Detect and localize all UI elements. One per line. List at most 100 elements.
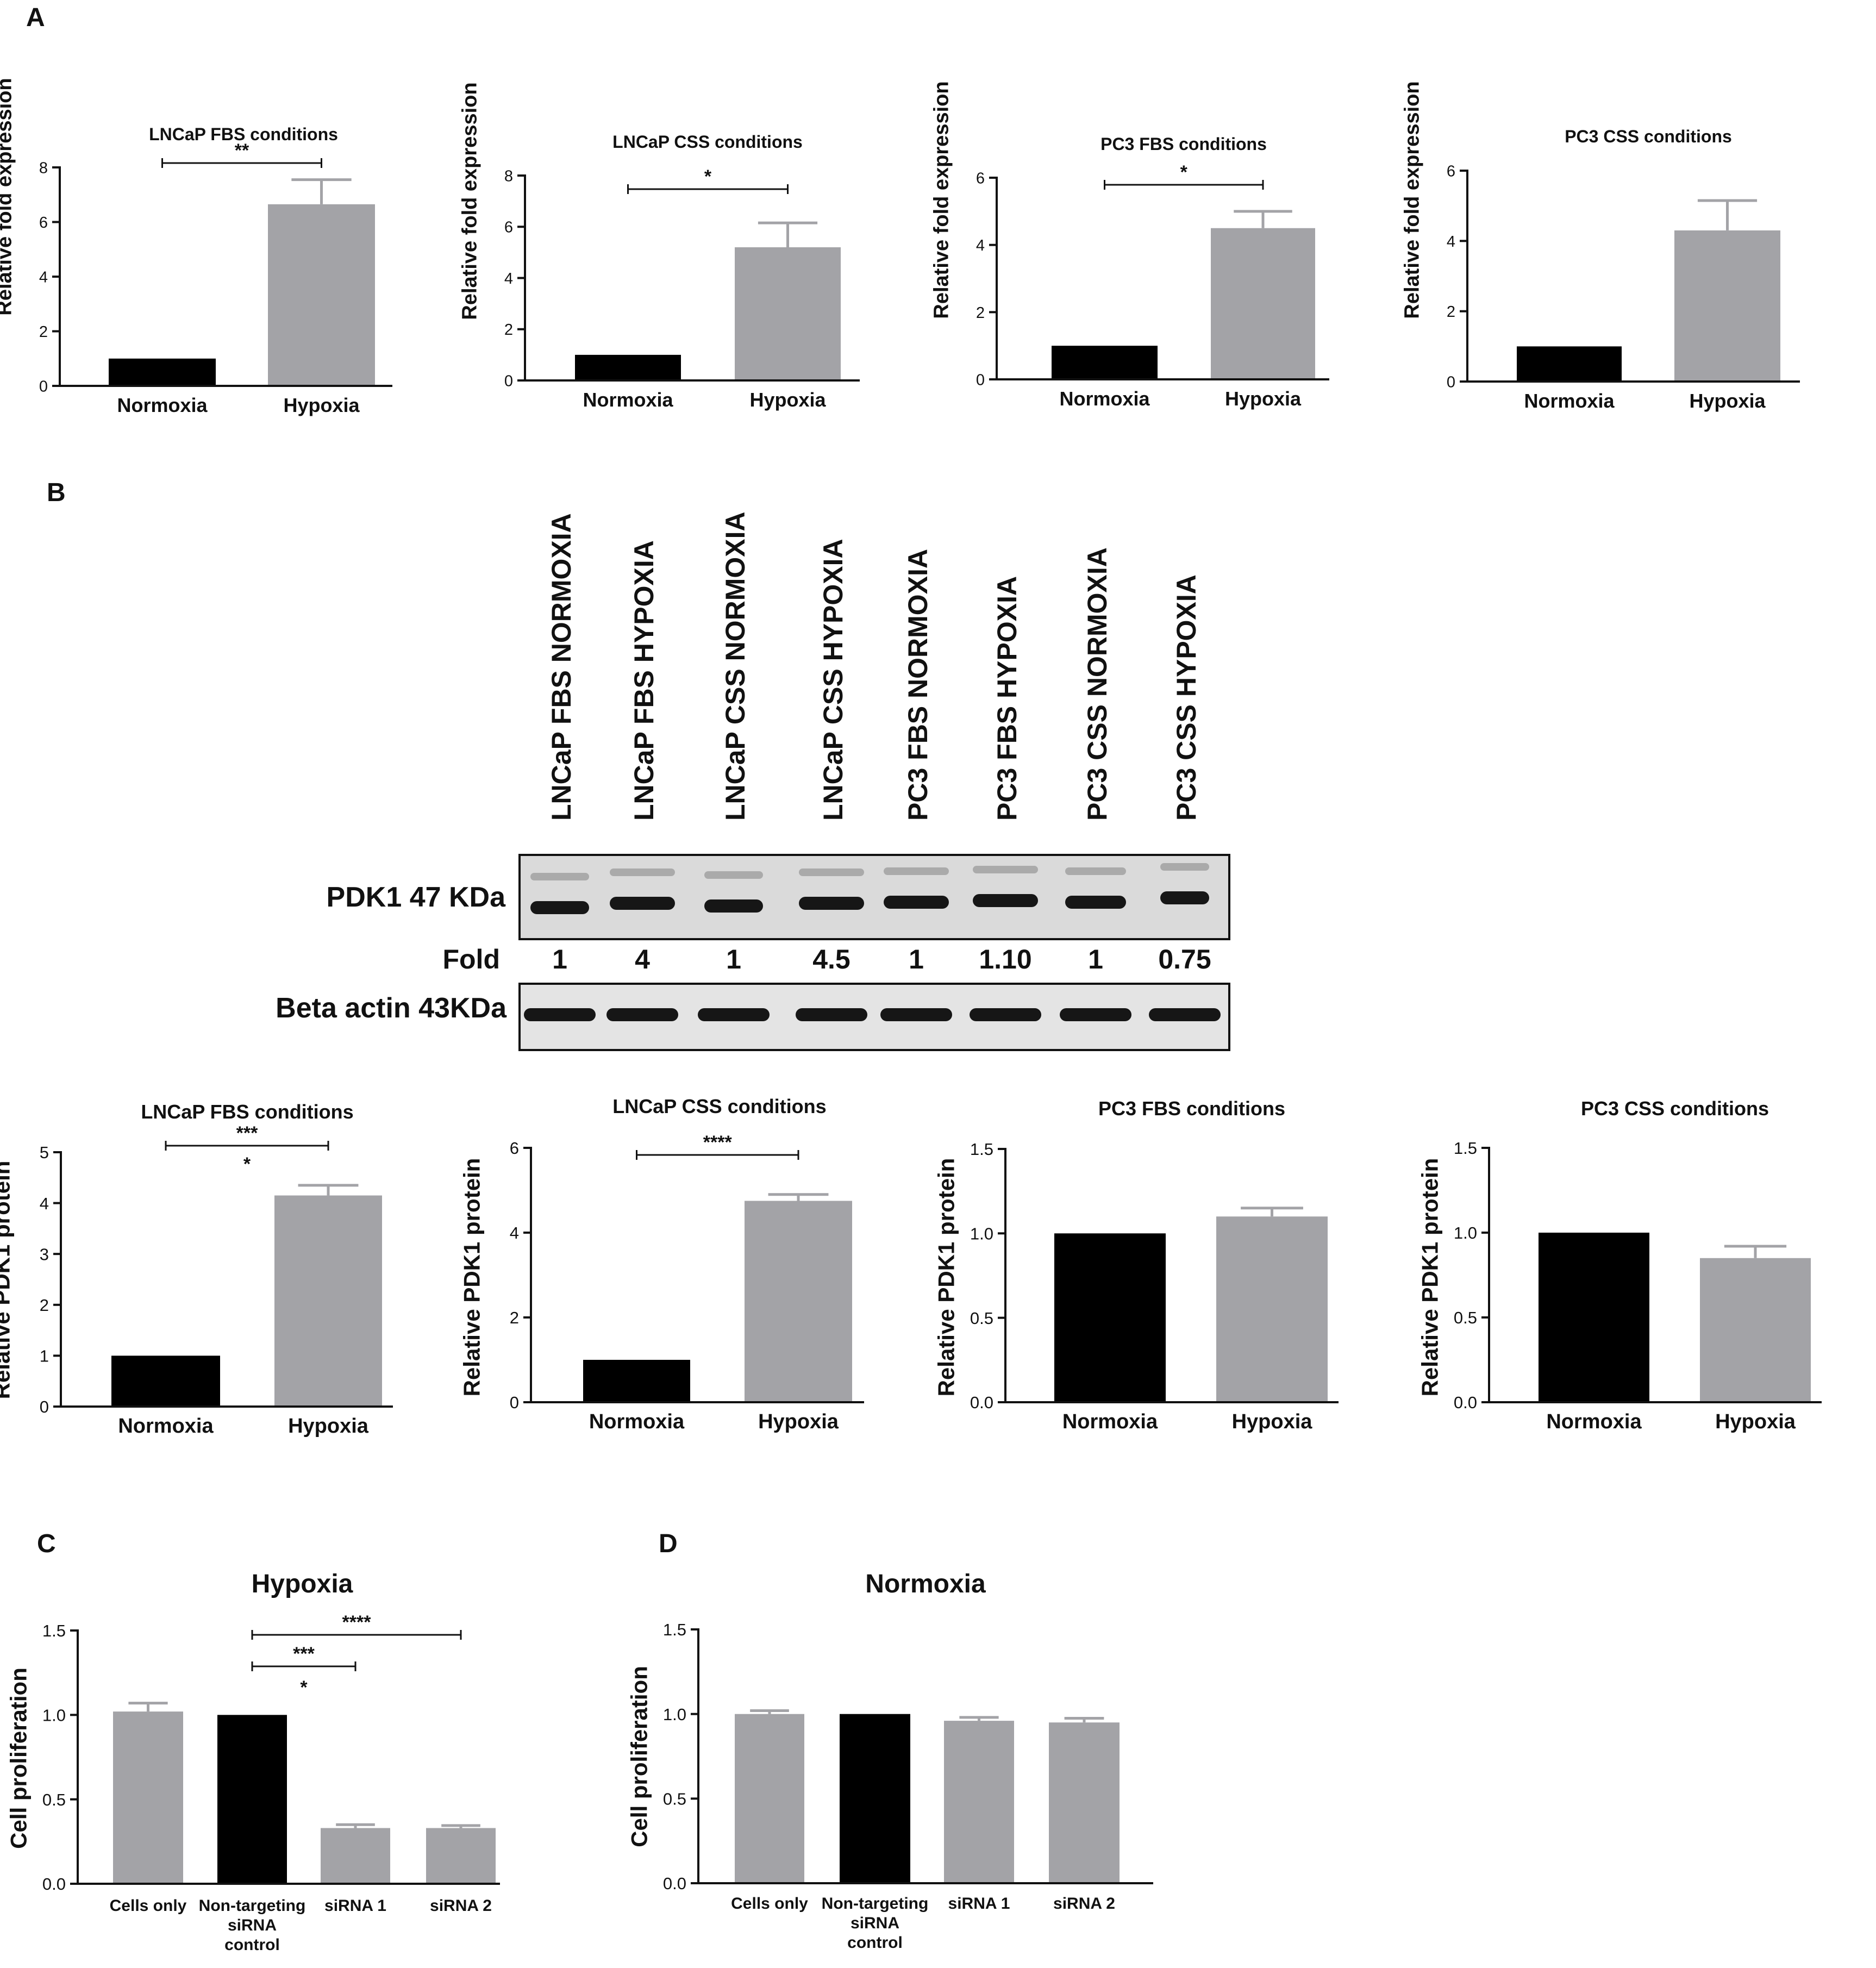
y-tick-label-1: 2 <box>39 323 48 341</box>
beta-actin-bands <box>524 1008 1221 1021</box>
y-tick-label-3: 1.5 <box>1454 1139 1477 1158</box>
beta-actin-band-2 <box>606 1008 678 1021</box>
category-label-2-line-1: Non-targeting <box>822 1895 929 1913</box>
y-tick-label-2: 4 <box>510 1223 519 1242</box>
blot-target-label: PDK1 47 KDa <box>327 882 506 913</box>
beta-actin-band-7 <box>1060 1008 1131 1021</box>
bar-1 <box>735 1714 804 1883</box>
fold-value-5: 1 <box>909 944 924 974</box>
panel-letter-a: A <box>26 3 45 32</box>
bar-2 <box>735 247 841 380</box>
bar-4 <box>426 1828 496 1884</box>
category-label-2-line-2: siRNA <box>851 1914 899 1932</box>
significance-label-2: *** <box>293 1644 315 1664</box>
bar-2 <box>274 1195 382 1407</box>
y-tick-label-1: 1 <box>40 1347 49 1366</box>
bar-1 <box>1517 346 1622 382</box>
fold-value-1: 1 <box>552 944 567 974</box>
category-label-2-line-3: control <box>847 1934 903 1952</box>
bar-1 <box>109 358 216 386</box>
chart-title: PC3 CSS conditions <box>1581 1097 1769 1120</box>
significance-label-1: * <box>704 166 712 187</box>
blot-lane-labels: LNCaP FBS NORMOXIA LNCaP FBS HYPOXIA LNCaP… <box>546 511 1202 821</box>
y-tick-label-2: 2 <box>40 1296 49 1315</box>
y-tick-label-1: 0.5 <box>1454 1308 1477 1327</box>
chart-title: PC3 FBS conditions <box>1098 1097 1285 1120</box>
y-tick-label-0: 0 <box>1447 373 1455 391</box>
chart-a2: LNCaP CSS conditions Relative fold expres… <box>459 82 860 411</box>
fold-value-8: 0.75 <box>1158 944 1211 974</box>
chart-title: PC3 FBS conditions <box>1100 134 1267 154</box>
y-tick-label-2: 4 <box>504 270 513 288</box>
category-label-4: siRNA 2 <box>1053 1895 1115 1913</box>
y-tick-label-0: 0 <box>976 371 985 389</box>
y-tick-label-2: 1.0 <box>42 1705 66 1725</box>
y-tick-label-2: 4 <box>976 237 985 254</box>
lane-label-5: PC3 FBS NORMOXIA <box>903 549 933 821</box>
y-tick-label-3: 6 <box>976 170 985 187</box>
panel-letter-d: D <box>659 1529 678 1558</box>
category-label-2: Hypoxia <box>1715 1410 1796 1433</box>
fold-value-7: 1 <box>1088 944 1103 974</box>
pdk1-upper-band-8 <box>1160 863 1209 871</box>
y-tick-label-0: 0.0 <box>42 1875 66 1894</box>
y-axis-label: Relative fold expression <box>1401 81 1424 318</box>
chart-title: LNCaP FBS conditions <box>149 124 338 144</box>
blot-loading-label: Beta actin 43KDa <box>276 992 507 1024</box>
y-axis-label: Relative PDK1 protein <box>1417 1158 1442 1397</box>
bar-1 <box>111 1355 220 1407</box>
y-tick-label-0: 0 <box>40 1397 49 1416</box>
category-label-1: Normoxia <box>1524 390 1615 412</box>
y-tick-label-1: 0.5 <box>663 1789 686 1808</box>
lane-label-1: LNCaP FBS NORMOXIA <box>546 513 577 821</box>
chart-a1: LNCaP FBS conditions Relative fold expres… <box>0 78 392 416</box>
category-label-2: Hypoxia <box>1689 390 1766 412</box>
bar-2 <box>1700 1258 1811 1402</box>
chart-b2: LNCaP CSS conditions Relative PDK1 protei… <box>459 1095 864 1433</box>
y-tick-label-3: 3 <box>40 1245 49 1264</box>
y-tick-label-3: 6 <box>1447 163 1455 180</box>
category-label-1: Normoxia <box>118 1415 214 1438</box>
fold-value-3: 1 <box>726 944 741 974</box>
category-label-1: Cells only <box>110 1897 187 1915</box>
significance-sublabel-2: * <box>300 1677 308 1698</box>
pdk1-upper-band-1 <box>530 873 589 880</box>
category-label-1: Normoxia <box>589 1410 685 1433</box>
lane-label-4: LNCaP CSS HYPOXIA <box>818 539 848 821</box>
lane-label-3: LNCaP CSS NORMOXIA <box>720 511 751 821</box>
pdk1-upper-band-3 <box>704 871 763 879</box>
y-tick-label-0: 0.0 <box>663 1874 686 1893</box>
significance-label-1: **** <box>703 1132 733 1153</box>
chart-title: LNCaP FBS conditions <box>141 1101 353 1123</box>
beta-actin-band-8 <box>1149 1008 1221 1021</box>
y-tick-label-4: 8 <box>39 159 48 177</box>
category-label-2-line-3: control <box>224 1936 280 1954</box>
bar-2 <box>1674 230 1780 382</box>
fold-value-2: 4 <box>635 944 650 974</box>
pdk1-band-6 <box>973 894 1038 907</box>
category-label-1: Cells only <box>731 1895 808 1913</box>
chart-a3: PC3 FBS conditions Relative fold expressi… <box>930 81 1329 410</box>
pdk1-band-7 <box>1065 896 1126 909</box>
category-label-1: Normoxia <box>1062 1410 1158 1433</box>
lane-label-2: LNCaP FBS HYPOXIA <box>629 540 659 821</box>
beta-actin-band-3 <box>698 1008 770 1021</box>
pdk1-upper-band-6 <box>973 866 1038 873</box>
y-tick-label-0: 0 <box>504 372 513 390</box>
beta-actin-band-4 <box>796 1008 867 1021</box>
beta-actin-band-6 <box>970 1008 1041 1021</box>
y-tick-label-2: 4 <box>1447 233 1455 251</box>
y-tick-label-3: 1.5 <box>970 1140 993 1159</box>
chart-b4: PC3 CSS conditions Relative PDK1 protein 0… <box>1417 1097 1822 1433</box>
y-tick-label-3: 1.5 <box>663 1620 686 1639</box>
lane-label-7: PC3 CSS NORMOXIA <box>1082 547 1112 821</box>
chart-c: Hypoxia Cell proliferation 0.0 0.5 1.0 1.5 Cel… <box>5 1570 500 1954</box>
bar-3 <box>944 1721 1014 1883</box>
beta-actin-band-5 <box>880 1008 952 1021</box>
bar-4 <box>1049 1722 1120 1883</box>
y-tick-label-4: 8 <box>504 167 513 185</box>
chart-b3: PC3 FBS conditions Relative PDK1 protein 0… <box>933 1097 1339 1433</box>
pdk1-band-3 <box>704 899 763 913</box>
category-label-2-line-1: Non-targeting <box>199 1897 306 1915</box>
bar-1 <box>1539 1233 1649 1402</box>
